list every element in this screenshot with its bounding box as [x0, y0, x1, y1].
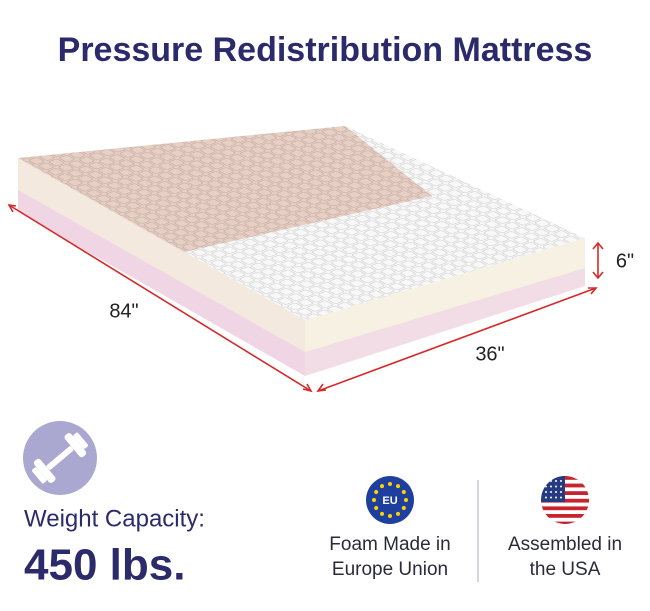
- star: [545, 485, 547, 488]
- star: [374, 506, 379, 510]
- star: [396, 511, 400, 516]
- eu-stars: [372, 482, 408, 518]
- star: [401, 490, 406, 494]
- star: [372, 498, 376, 502]
- star: [550, 485, 552, 488]
- dimension-lines: [7, 203, 604, 393]
- star: [555, 485, 557, 488]
- badge-text: Foam Made in: [329, 534, 450, 555]
- star: [401, 506, 406, 510]
- star: [555, 480, 557, 482]
- title: Pressure Redistribution Mattress: [58, 31, 593, 69]
- capacity-value: 450 lbs.: [24, 541, 185, 590]
- star: [550, 480, 552, 482]
- star: [550, 491, 552, 493]
- eu-icon-label: EU: [382, 495, 397, 507]
- eu-icon: [366, 476, 414, 524]
- star: [555, 496, 557, 499]
- mattress-image: [18, 126, 585, 376]
- badge-text: Europe Union: [332, 559, 448, 580]
- stripe: [541, 521, 589, 524]
- star: [388, 482, 392, 486]
- star: [560, 485, 562, 488]
- star: [560, 491, 562, 493]
- length-label: 84": [109, 300, 138, 322]
- star: [545, 491, 547, 493]
- capacity-label: Weight Capacity:: [24, 505, 205, 532]
- star: [388, 514, 392, 518]
- dumbbell: [32, 432, 88, 484]
- height-label: 6": [616, 250, 634, 272]
- star: [396, 484, 400, 489]
- star: [374, 490, 379, 494]
- width-label: 36": [475, 343, 504, 365]
- star: [380, 484, 384, 489]
- star: [545, 496, 547, 499]
- badge-text: Assembled in: [508, 534, 622, 555]
- star: [380, 511, 384, 516]
- star: [560, 496, 562, 499]
- star: [550, 496, 552, 499]
- star: [560, 480, 562, 482]
- star: [555, 491, 557, 493]
- stripe: [541, 506, 589, 511]
- usa-icon: [541, 476, 589, 524]
- stripe: [541, 514, 589, 518]
- badge-text: the USA: [530, 559, 601, 580]
- star: [545, 480, 547, 482]
- star: [404, 498, 408, 502]
